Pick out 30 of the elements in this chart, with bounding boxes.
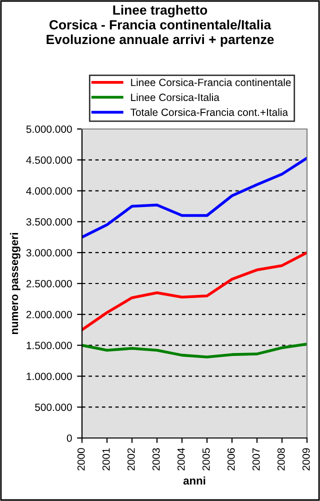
x-tick-label: 2009 [302,448,310,470]
line-series [82,342,307,358]
x-tick-label: 2004 [177,448,185,470]
x-tick-label: 2005 [202,448,210,470]
line-series [82,156,307,239]
x-tick-label: 2001 [102,448,110,470]
x-tick-label: 2002 [127,448,135,470]
chart-title: Linee traghetto Corsica - Francia continentale/Italia Evoluzione annuale arrivi + partenze [46,5,274,47]
y-tick-label: 500.000 [35,404,72,411]
legend-label: Totale Corsica-Francia cont.+Italia [130,108,288,116]
y-tick-label: 5.000.000 [26,126,72,133]
x-tick-label: 2000 [77,448,85,470]
y-tick-label: 4.500.000 [26,156,72,164]
y-tick-label: 2.500.000 [26,280,72,288]
y-tick-label: 1.000.000 [26,372,72,380]
line-series [82,251,307,332]
x-tick-label: 2007 [252,448,260,470]
y-tick-label: 0 [66,434,72,442]
y-tick-label: 4.000.000 [26,187,72,195]
x-tick-label: 2003 [152,448,160,470]
y-tick-label: 2.000.000 [26,310,72,318]
legend-label: Linee Corsica-Francia continentale [131,78,291,86]
y-tick-label: 3.500.000 [26,218,72,226]
legend-label: Linee Corsica-Italia [131,93,220,102]
x-tick-label: 2006 [227,448,235,470]
y-axis-title: numero passeggeri [10,233,20,334]
x-tick-label: 2008 [277,448,285,470]
y-tick-label: 1.500.000 [26,342,72,350]
y-tick-label: 3.000.000 [26,249,72,256]
x-axis-title: anni [183,476,206,485]
